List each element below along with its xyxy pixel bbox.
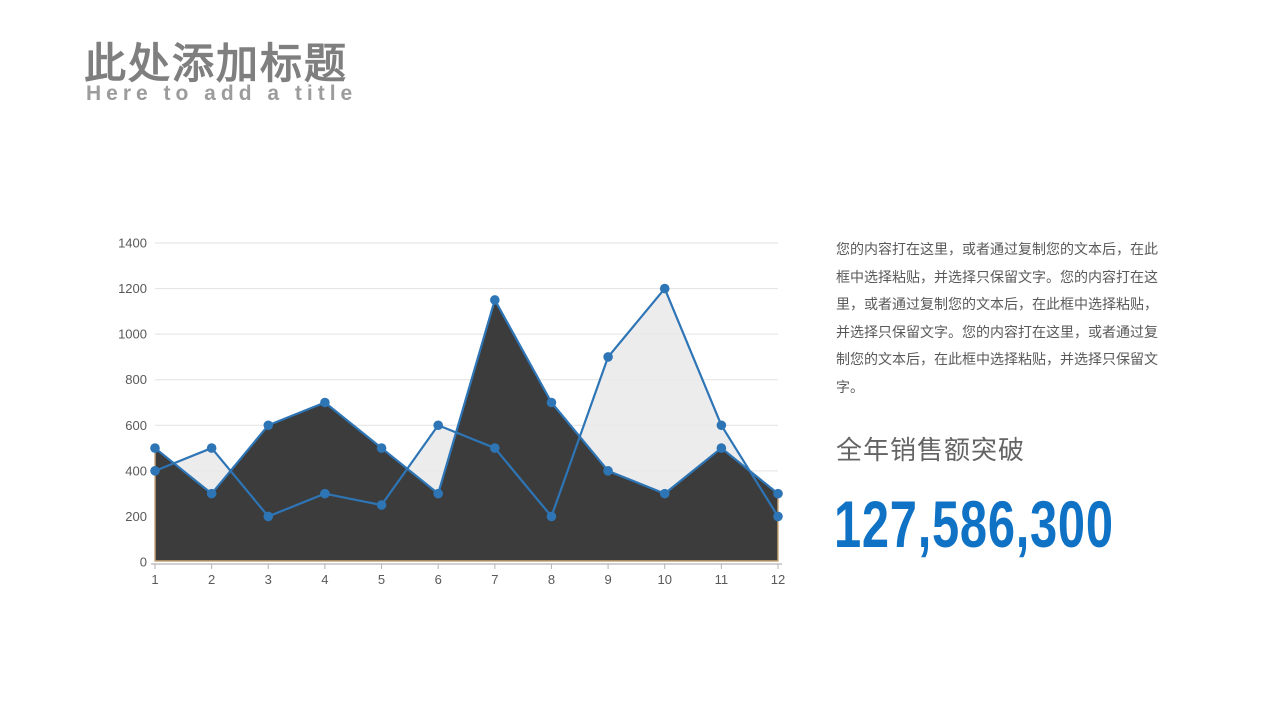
sales-caption: 全年销售额突破 — [836, 435, 1026, 465]
light-area-series-point — [376, 500, 387, 510]
light-area-series-line — [154, 287, 779, 518]
dark-area-series-point — [716, 443, 727, 453]
dark-area-series-point — [546, 397, 557, 408]
light-area-series-point — [546, 511, 557, 522]
x-tick-label: 12 — [771, 572, 785, 587]
light-area-series-point — [490, 443, 500, 453]
x-tick-label: 6 — [435, 572, 442, 587]
x-tick-label: 1 — [151, 572, 158, 587]
dark-area-series-point — [206, 488, 217, 499]
light-area-series-point — [716, 420, 727, 431]
dark-area-series-point — [263, 420, 274, 431]
dark-area-series-point — [659, 488, 670, 499]
x-tick-label: 11 — [715, 572, 729, 587]
x-tick-label: 10 — [657, 572, 671, 587]
x-tick-label: 8 — [548, 572, 555, 587]
y-tick-label: 0 — [140, 555, 147, 570]
y-tick-label: 600 — [125, 418, 147, 433]
y-tick-label: 800 — [125, 372, 147, 387]
light-area-series-point — [150, 466, 160, 476]
x-tick-label: 4 — [321, 572, 328, 587]
dark-area-series-point — [320, 397, 330, 408]
page-subtitle: Here to add a title — [86, 82, 358, 105]
x-tick-label: 5 — [378, 572, 385, 587]
dark-area-series-point — [490, 295, 500, 305]
y-tick-label: 1200 — [118, 281, 147, 296]
light-area-series-point — [320, 488, 330, 499]
y-tick-label: 400 — [125, 463, 147, 478]
page-title: 此处添加标题 — [84, 40, 349, 87]
y-tick-label: 1400 — [118, 236, 147, 251]
light-area-series-point — [773, 511, 783, 522]
dark-area-series-point — [603, 466, 613, 476]
dark-area-series-point — [433, 488, 443, 499]
dark-area-series-line — [154, 298, 779, 495]
dark-area-series-point — [773, 488, 783, 499]
dark-area-series-point — [376, 443, 387, 453]
x-tick-label: 3 — [265, 572, 272, 587]
light-area-series-point — [603, 352, 613, 362]
light-area-series-point — [659, 283, 670, 294]
body-paragraph: 您的内容打在这里，或者通过复制您的文本后，在此框中选择粘贴，并选择只保留文字。您… — [836, 241, 1158, 395]
light-area-series-point — [206, 443, 217, 453]
x-tick-label: 2 — [208, 572, 215, 587]
light-area-series-point — [433, 420, 443, 431]
body-text-block: 您的内容打在这里，或者通过复制您的文本后，在此框中选择粘贴，并选择只保留文字。您… — [836, 236, 1158, 401]
sales-figure: 127,586,300 — [834, 487, 1114, 561]
y-tick-label: 1000 — [118, 327, 147, 342]
y-tick-label: 200 — [125, 509, 147, 524]
x-tick-label: 7 — [491, 572, 498, 587]
sales-area-chart: 0 200 400 600 800 1000 1200 1400 1 2 3 4 5 6 7 8 9 10 11 12 — [110, 230, 800, 600]
x-tick-label: 9 — [604, 572, 611, 587]
dark-area-series-point — [150, 443, 160, 453]
light-area-series-point — [263, 511, 274, 522]
